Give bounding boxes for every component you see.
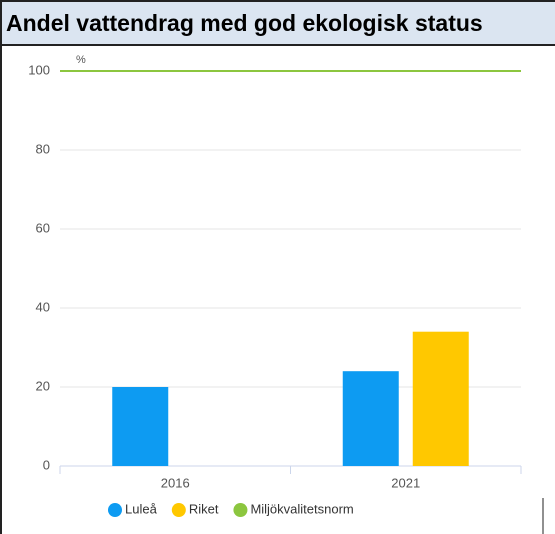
y-tick-label: 0 [43,457,50,472]
legend-label: Riket [189,501,219,516]
x-tick-label: 2021 [391,475,420,490]
legend-swatch [108,503,122,517]
legend-swatch [233,503,248,517]
legend-swatch [171,503,186,517]
bar [112,387,169,466]
legend-label: Miljökvalitetsnorm [250,501,353,516]
bar [342,371,399,466]
chart: % 0 20 40 60 80 100 2016 2021 Luleå Riket Miljökva… [0,46,544,534]
y-tick-label: 20 [36,378,50,393]
y-tick-label: 60 [36,220,50,235]
chart-title: Andel vattendrag med god ekologisk statu… [0,0,555,46]
bar [412,331,469,466]
y-unit: % [76,54,86,66]
legend-label: Luleå [125,501,158,516]
y-tick-label: 80 [36,141,50,156]
y-tick-label: 40 [36,299,50,314]
x-tick-label: 2016 [161,475,190,490]
y-tick-label: 100 [28,62,50,77]
